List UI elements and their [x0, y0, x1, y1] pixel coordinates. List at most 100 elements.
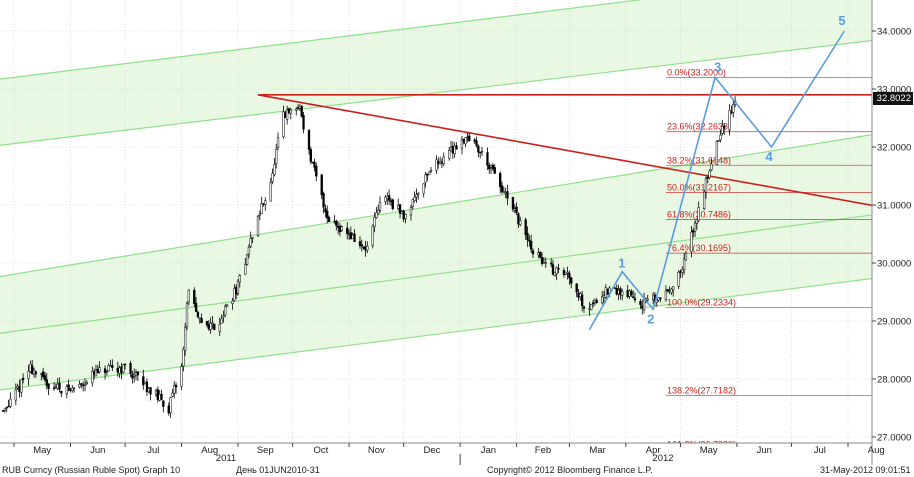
candle-body: [302, 115, 305, 130]
candle-body: [193, 289, 196, 305]
candle-body: [524, 219, 527, 235]
candle-body: [287, 108, 291, 113]
candle-body: [180, 366, 183, 387]
wave-label: 1: [618, 256, 625, 271]
candle-body: [489, 164, 493, 168]
candle-body: [207, 324, 210, 330]
candle-body: [285, 109, 289, 120]
elliott-wave-line: [588, 30, 846, 331]
candle-body: [7, 405, 10, 408]
year-label: 2012: [652, 453, 673, 464]
candle-body: [47, 383, 50, 389]
candle-body: [225, 304, 229, 306]
chart: 0.0%(33.2000) 23.6%(32.2638) 38.2%(31.6848…: [0, 0, 911, 465]
candle-body: [220, 318, 223, 324]
candle-body: [158, 394, 161, 401]
candle-body: [710, 163, 713, 171]
candle-body: [129, 363, 132, 374]
candle-body: [364, 246, 367, 251]
candle-body: [517, 213, 520, 225]
x-tick-label: Jun: [757, 445, 772, 456]
candle-body: [500, 185, 504, 192]
candle-body: [353, 233, 356, 243]
candle-body: [557, 268, 560, 270]
wave-label: 3: [714, 59, 721, 74]
candle-body: [580, 294, 584, 307]
candle-body: [682, 258, 686, 271]
candle-body: [697, 207, 700, 221]
candle-body: [69, 389, 72, 391]
candle-body: [428, 171, 431, 176]
candle-body: [455, 145, 458, 150]
candle-body: [251, 236, 254, 239]
candle-body: [477, 145, 480, 153]
candle-body: [20, 379, 23, 393]
candle-body: [167, 405, 170, 414]
candle-body: [723, 125, 726, 129]
candle-body: [349, 232, 353, 240]
candle-body: [486, 152, 489, 166]
y-tick-label: 31.0000: [877, 201, 911, 212]
candle-body: [238, 275, 241, 283]
candle-body: [681, 269, 684, 273]
candle-body: [539, 251, 542, 258]
candle-body: [336, 226, 340, 228]
channel-line: [0, 0, 643, 80]
candle-body: [693, 222, 697, 232]
candle-body: [80, 383, 83, 385]
candle-body: [14, 389, 17, 401]
candle-body: [273, 164, 276, 176]
candle-body: [475, 140, 478, 146]
candle-body: [715, 141, 719, 165]
candle-body: [171, 392, 174, 397]
candle-body: [123, 363, 127, 366]
candle-body: [300, 106, 303, 117]
candle-body: [491, 164, 495, 169]
candle-body: [105, 371, 109, 373]
y-tick-label: 27.0000: [877, 433, 911, 444]
candle-body: [453, 145, 456, 154]
candle-body: [72, 387, 76, 390]
candle-body: [52, 387, 56, 389]
candle-body: [575, 283, 578, 293]
candle-body: [338, 225, 342, 233]
candle-body: [540, 257, 544, 264]
candle-body: [526, 233, 529, 241]
candle-body: [264, 200, 267, 205]
candle-body: [591, 302, 595, 304]
candle-body: [601, 296, 604, 304]
x-tick-label: Jan: [481, 445, 496, 456]
candle-body: [196, 311, 200, 317]
candle-body: [309, 149, 312, 162]
candle-body: [544, 262, 547, 264]
fib-level-label: 138.2%(27.7182): [667, 385, 736, 395]
candle-body: [65, 386, 68, 395]
candle-body: [1, 410, 5, 412]
candle-body: [58, 382, 61, 390]
candle-body: [619, 288, 622, 296]
candle-body: [672, 286, 675, 291]
candle-body: [3, 408, 7, 411]
candle-body: [147, 388, 150, 393]
candle-body: [438, 161, 442, 164]
candle-body: [684, 252, 688, 261]
x-tick-label: Apr: [646, 445, 661, 456]
candle-body: [579, 293, 582, 298]
candle-body: [373, 217, 376, 228]
candle-body: [184, 326, 187, 351]
candle-body: [320, 174, 323, 196]
x-tick-label: Nov: [368, 445, 385, 456]
candle-body: [386, 196, 389, 199]
last-price-tag: 32.8022: [873, 92, 913, 105]
y-tick-label: 33.0000: [877, 85, 911, 96]
candle-body: [32, 370, 36, 375]
candle-body: [404, 213, 407, 219]
candle-body: [582, 306, 586, 309]
fib-level-label: 23.6%(32.2638): [667, 122, 731, 132]
candle-body: [40, 373, 43, 375]
candle-body: [577, 292, 580, 298]
candle-body: [133, 374, 136, 377]
x-tick-label: Oct: [313, 445, 328, 456]
candle-body: [377, 209, 380, 214]
candle-body: [657, 297, 660, 301]
